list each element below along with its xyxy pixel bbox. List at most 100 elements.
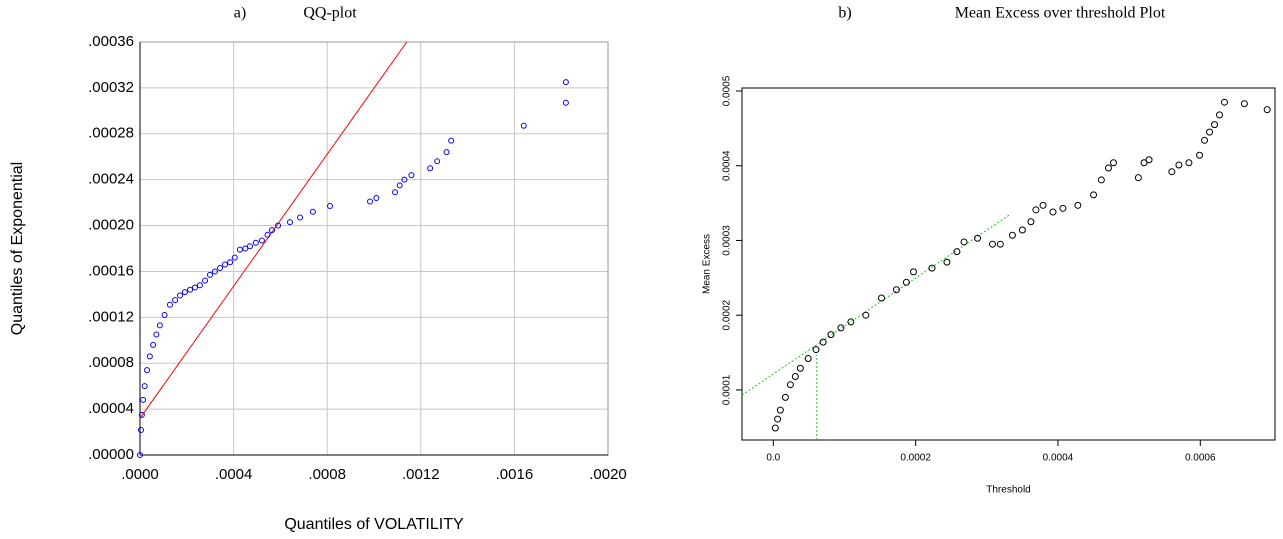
point (819, 338, 827, 346)
point (892, 286, 900, 294)
point (373, 195, 380, 202)
y-tick-label: 0.0001 (722, 374, 733, 405)
point (206, 271, 213, 278)
point (211, 268, 218, 275)
point (1175, 161, 1183, 169)
point (996, 240, 1004, 248)
y-tick-label: .00012 (88, 308, 134, 325)
point (427, 165, 434, 172)
point (862, 311, 870, 319)
y-tick-label: 0.0005 (722, 75, 733, 106)
point (1008, 231, 1016, 239)
plot-frame (741, 87, 1276, 441)
point (187, 286, 194, 293)
point (1215, 111, 1223, 119)
x-tick-label: .0016 (496, 466, 534, 483)
point (786, 381, 794, 389)
point (1134, 174, 1142, 182)
point (138, 426, 145, 433)
point (837, 324, 845, 332)
point (1104, 164, 1112, 172)
point (960, 238, 968, 246)
point (401, 176, 408, 183)
point (1201, 136, 1209, 144)
point (177, 292, 184, 299)
x-tick-label: 0.0 (766, 453, 780, 464)
point (804, 355, 812, 363)
point (1263, 106, 1271, 114)
point (1090, 191, 1098, 199)
panel-label: b) (838, 5, 851, 22)
x-tick-label: 0.0006 (1185, 453, 1216, 464)
x-tick-label: .0020 (589, 466, 627, 483)
point (146, 353, 153, 360)
point (953, 248, 961, 256)
point (396, 182, 403, 189)
point (909, 268, 917, 276)
point (172, 297, 179, 304)
point (166, 301, 173, 308)
y-tick-label: .00016 (88, 262, 134, 279)
chart-title: QQ-plot (303, 5, 357, 22)
x-tick-label: .0004 (215, 466, 253, 483)
point (156, 322, 163, 329)
point (847, 318, 855, 326)
point (1018, 226, 1026, 234)
fit-line (741, 213, 1011, 396)
y-tick-label: .00004 (88, 400, 134, 417)
point (246, 243, 253, 250)
point (1196, 151, 1204, 159)
point (796, 364, 804, 372)
point (791, 372, 799, 380)
point (227, 259, 234, 266)
x-tick-label: .0008 (308, 466, 346, 483)
point (448, 137, 455, 144)
point (275, 222, 282, 229)
point (367, 198, 374, 205)
point (520, 122, 527, 129)
x-tick-label: .0000 (121, 466, 159, 483)
point (1027, 218, 1035, 226)
point (137, 452, 143, 458)
point (1039, 201, 1047, 209)
y-tick-label: 0.0002 (722, 299, 733, 330)
point (1059, 204, 1067, 212)
point (268, 227, 275, 234)
point (242, 245, 249, 252)
point (1074, 201, 1082, 209)
point (153, 331, 160, 338)
point (812, 346, 820, 354)
point (252, 239, 259, 246)
point (231, 254, 238, 261)
point (1211, 121, 1219, 129)
point (236, 246, 243, 253)
point (974, 234, 982, 242)
x-axis-label: Threshold (986, 485, 1030, 496)
point (928, 264, 936, 272)
point (902, 278, 910, 286)
point (144, 367, 151, 374)
point (286, 219, 293, 226)
point (943, 258, 951, 266)
point (258, 237, 265, 244)
point (264, 231, 271, 238)
plot-frame (139, 41, 609, 456)
point (1032, 206, 1040, 214)
point (1140, 159, 1148, 167)
point (771, 424, 779, 432)
y-tick-label: .00024 (88, 171, 134, 188)
x-tick-label: 0.0004 (1043, 453, 1074, 464)
point (781, 393, 789, 401)
point (161, 312, 168, 319)
point (1145, 156, 1153, 164)
point (1220, 98, 1228, 106)
point (776, 406, 784, 414)
y-tick-label: .00036 (88, 33, 134, 50)
y-tick-label: 0.0003 (722, 225, 733, 256)
y-axis-label: Mean Excess (702, 234, 713, 294)
panel-label: a) (234, 5, 246, 22)
point (217, 265, 224, 272)
point (309, 208, 316, 215)
point (1206, 128, 1214, 136)
